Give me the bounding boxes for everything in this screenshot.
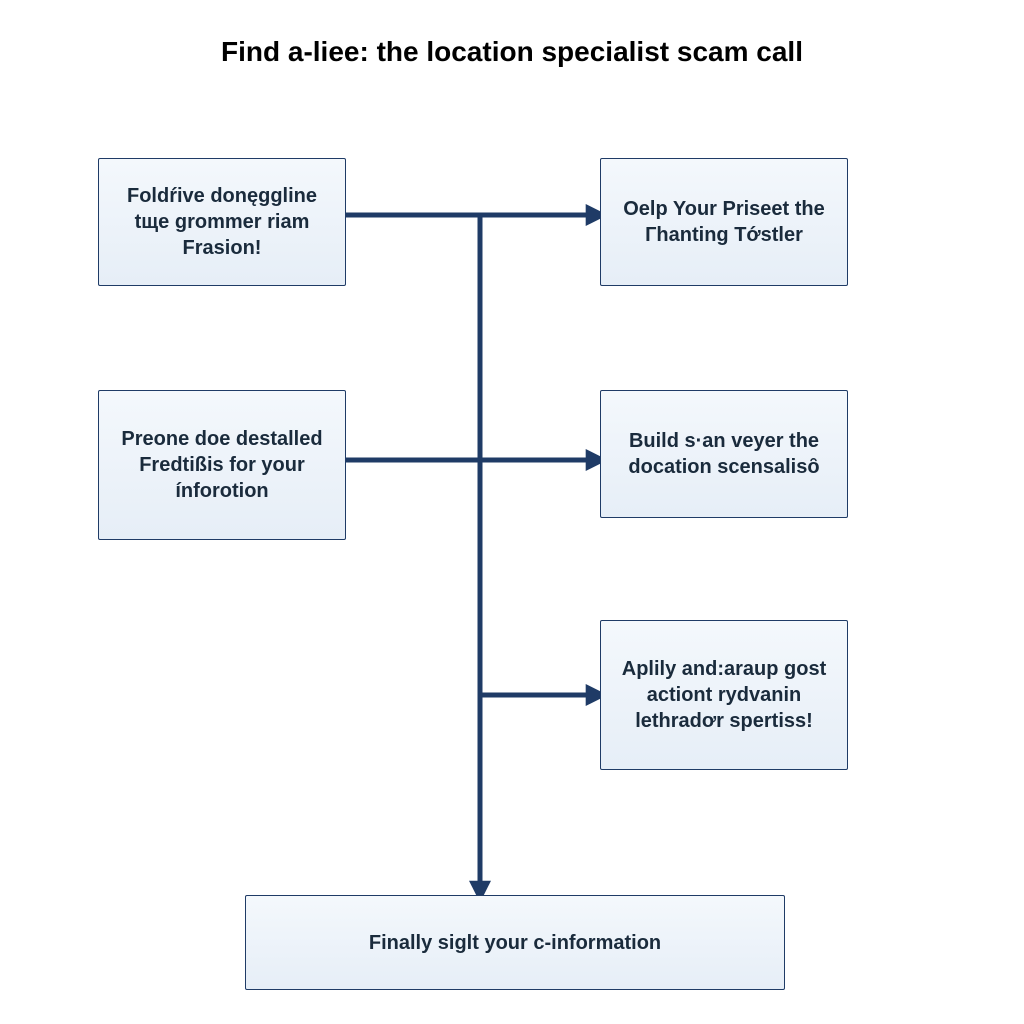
flow-node-label: Finally siglt your c-information	[369, 930, 661, 956]
flow-node-n4: Build s·an veyer the docation scensalisȏ	[600, 390, 848, 518]
flow-node-label: Aplily and:araup gost actiont rydvanin l…	[615, 656, 833, 734]
flow-node-n6: Finally siglt your c-information	[245, 895, 785, 990]
flow-node-label: Build s·an veyer the docation scensalisȏ	[615, 428, 833, 480]
flow-node-label: Foldŕive donęggline tще grommer riam Fra…	[113, 183, 331, 261]
diagram-title: Find a-liee: the location specialist sca…	[0, 36, 1024, 68]
flow-node-label: Oelp Your Priseet the Гhanting Tớstlеr	[615, 196, 833, 248]
flow-node-n1: Foldŕive donęggline tще grommer riam Fra…	[98, 158, 346, 286]
flow-node-n2: Oelp Your Priseet the Гhanting Tớstlеr	[600, 158, 848, 286]
flow-node-n5: Aplily and:araup gost actiont rydvanin l…	[600, 620, 848, 770]
flow-node-n3: Preone doe destalled Fredtißis for your …	[98, 390, 346, 540]
flow-node-label: Preone doe destalled Fredtißis for your …	[113, 426, 331, 504]
